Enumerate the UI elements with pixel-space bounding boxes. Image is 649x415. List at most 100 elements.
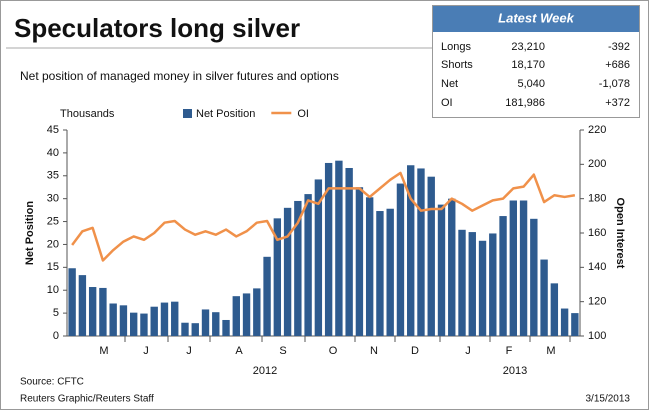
bar: [140, 313, 148, 336]
source: Source: CFTC: [20, 377, 84, 388]
bar: [129, 312, 138, 336]
bar: [386, 208, 394, 336]
bar: [119, 305, 128, 336]
bar: [88, 287, 97, 336]
x-tick-label: F: [506, 345, 513, 357]
bar: [571, 313, 579, 336]
bar: [314, 179, 323, 336]
x-tick-label: D: [411, 345, 419, 357]
bar: [468, 232, 476, 336]
bar: [222, 319, 230, 336]
table-cell: 23,210: [511, 41, 545, 53]
y-axis-title: Net Position: [24, 201, 36, 265]
y-tick-label: 30: [47, 193, 59, 205]
bar: [550, 283, 559, 336]
table-cell: Shorts: [441, 59, 473, 71]
y-unit: Thousands: [60, 108, 115, 120]
x-tick-label: J: [186, 345, 192, 357]
table-cell: +372: [605, 97, 630, 109]
x-tick-label: A: [235, 345, 243, 357]
table-cell: OI: [441, 97, 453, 109]
bar: [171, 301, 179, 336]
bar: [437, 204, 446, 336]
bar: [345, 167, 353, 336]
bar: [263, 256, 271, 336]
table-title: Latest Week: [498, 10, 574, 25]
year-label: 2013: [503, 365, 527, 377]
legend-label: OI: [297, 108, 309, 120]
bar: [335, 160, 343, 336]
latest-week-table: Latest Week: [432, 5, 640, 118]
x-tick-label: J: [143, 345, 149, 357]
bar: [540, 259, 548, 336]
bar: [499, 216, 507, 336]
x-tick-label: M: [99, 345, 108, 357]
bar: [519, 200, 528, 336]
bar: [560, 308, 569, 336]
bar: [78, 275, 87, 336]
year-label: 2012: [253, 365, 277, 377]
bar: [458, 229, 466, 336]
table-header: [433, 6, 639, 32]
y-tick-label: 25: [47, 215, 59, 227]
bar: [509, 200, 518, 336]
table-cell: -1,078: [599, 78, 630, 90]
table-cell: +686: [605, 59, 630, 71]
y2-tick-label: 120: [588, 296, 606, 308]
table-cell: 181,986: [505, 97, 545, 109]
bar: [355, 187, 364, 336]
bar: [304, 194, 312, 336]
chart-title: Speculators long silver: [14, 13, 300, 43]
x-tick-label: O: [329, 345, 338, 357]
bar: [232, 296, 240, 336]
bar: [530, 218, 538, 336]
legend-swatch: [183, 109, 192, 118]
y2-tick-label: 200: [588, 158, 606, 170]
legend-label: Net Position: [196, 108, 255, 120]
date: 3/15/2013: [586, 394, 631, 405]
y2-tick-label: 180: [588, 193, 606, 205]
table-cell: 18,170: [511, 59, 545, 71]
bar: [294, 200, 302, 336]
credit: Reuters Graphic/Reuters Staff: [20, 394, 154, 405]
bar: [191, 323, 199, 336]
bar: [253, 288, 261, 336]
line: [71, 171, 576, 262]
y2-axis-title: Open Interest: [614, 198, 626, 269]
bar: [376, 211, 384, 336]
bar: [417, 168, 425, 336]
bar: [201, 309, 210, 336]
bar: [109, 303, 117, 336]
bar: [324, 162, 333, 336]
x-tick-label: J: [465, 345, 471, 357]
y-tick-label: 40: [47, 147, 59, 159]
y-tick-label: 5: [53, 307, 59, 319]
x-tick-label: M: [546, 345, 555, 357]
y2-tick-label: 160: [588, 227, 606, 239]
bar: [365, 197, 374, 336]
bar: [242, 293, 251, 336]
y-tick-label: 45: [47, 124, 59, 136]
table-cell: -392: [608, 41, 630, 53]
bar: [489, 233, 497, 336]
bar: [212, 312, 220, 336]
y-tick-label: 0: [53, 330, 59, 342]
table-cell: Longs: [441, 41, 471, 53]
y-tick-label: 35: [47, 170, 59, 182]
bar: [273, 218, 282, 336]
y-tick-label: 20: [47, 238, 59, 250]
y2-tick-label: 100: [588, 330, 606, 342]
bar: [283, 207, 292, 336]
bar: [427, 176, 435, 336]
bar: [150, 306, 158, 336]
bar: [407, 165, 415, 336]
bar: [181, 322, 189, 336]
bar: [396, 183, 405, 336]
x-tick-label: N: [370, 345, 378, 357]
bar: [68, 268, 76, 336]
y2-tick-label: 140: [588, 261, 606, 273]
x-tick-label: S: [279, 345, 286, 357]
bar: [478, 240, 487, 336]
bar: [160, 302, 169, 336]
